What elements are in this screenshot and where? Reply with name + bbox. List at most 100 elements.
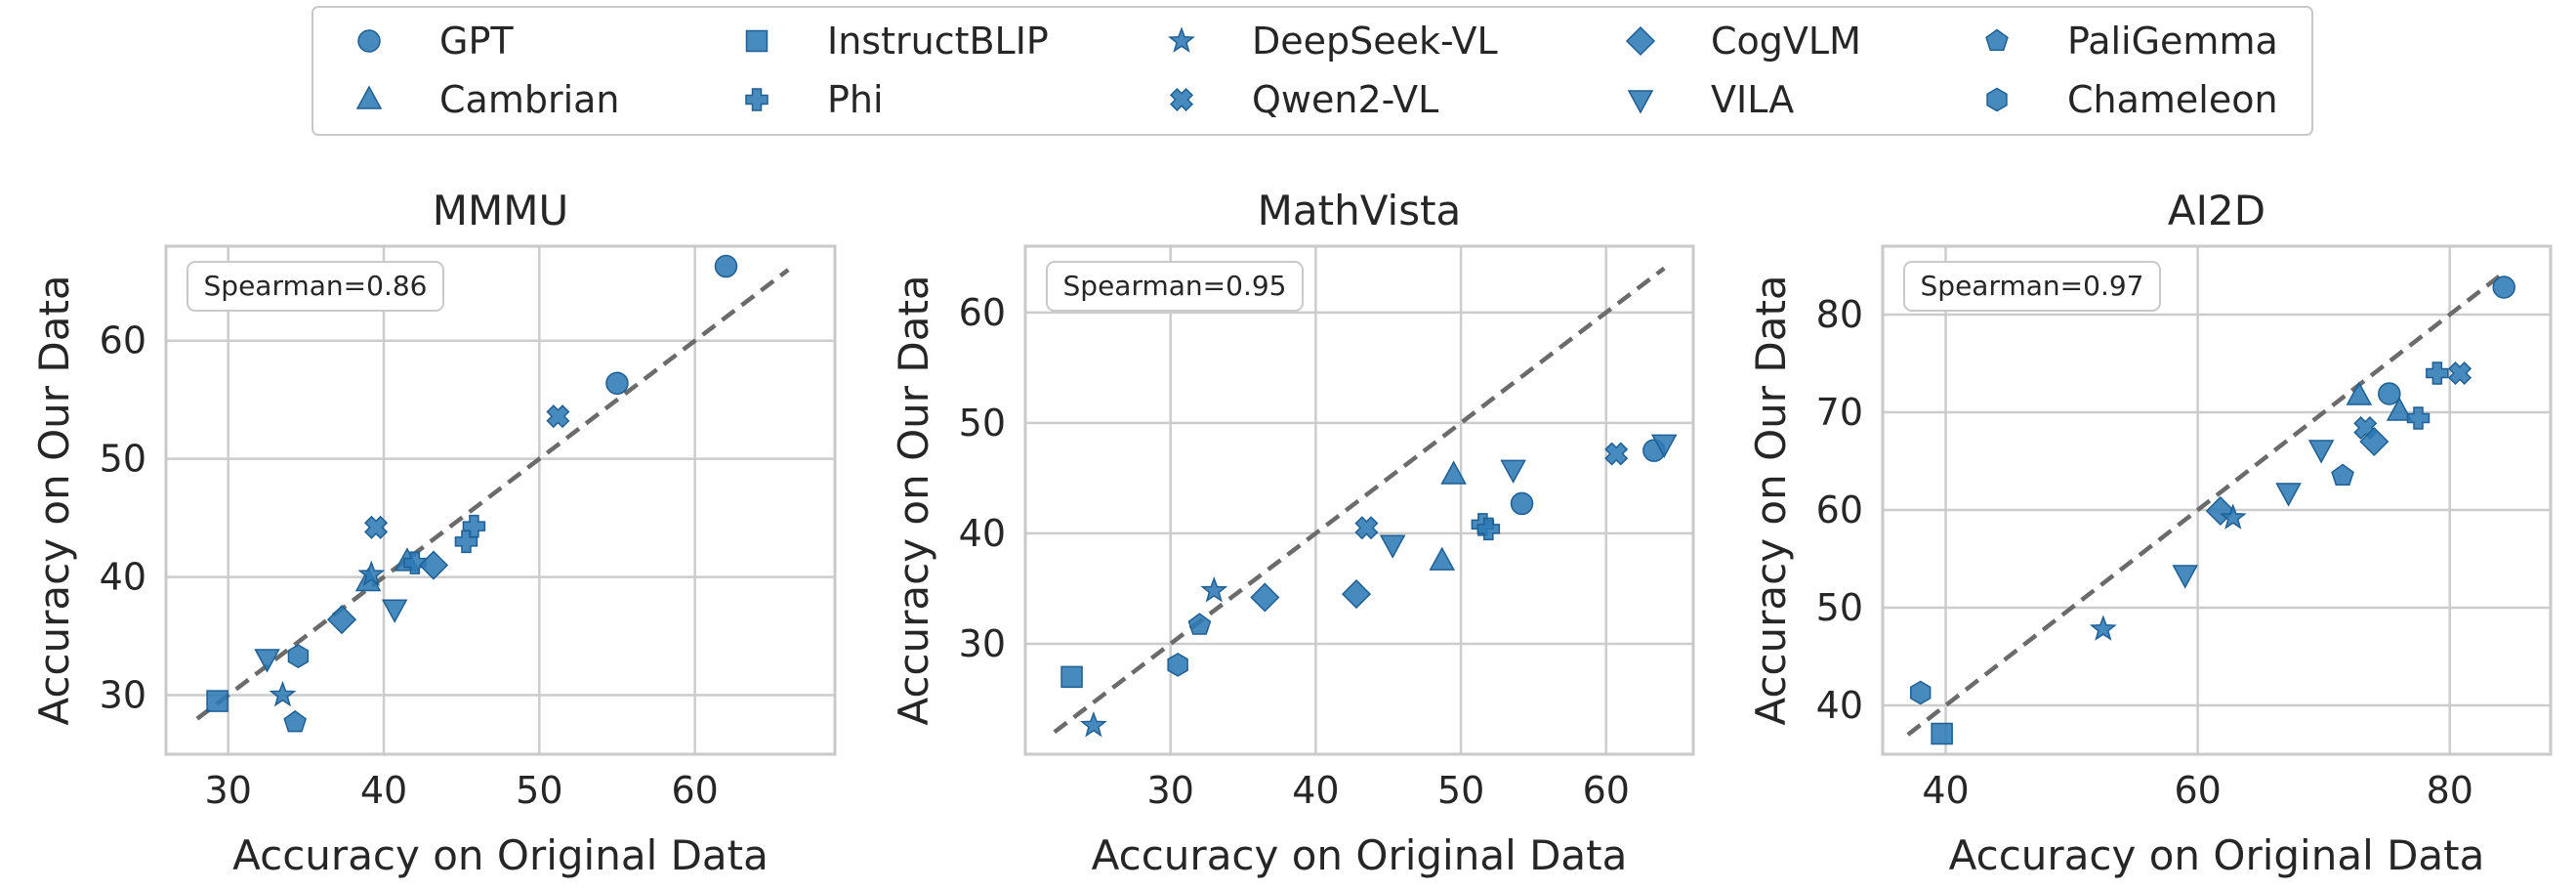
- point-qwen2-vl: [1604, 442, 1629, 466]
- point-vila: [2307, 440, 2335, 464]
- point-phi: [403, 551, 427, 574]
- x-tick-label: 80: [2427, 769, 2473, 812]
- point-gpt: [714, 254, 738, 278]
- legend-label: Chameleon: [2067, 78, 2278, 121]
- x-axis-label: Accuracy on Original Data: [1949, 831, 2485, 879]
- x-tick-label: 30: [1147, 769, 1194, 812]
- point-cogvlm: [326, 605, 357, 635]
- legend-label: DeepSeek-VL: [1252, 20, 1498, 63]
- legend-label: PaliGemma: [2067, 20, 2278, 63]
- legend-marker-star: [1168, 26, 1195, 53]
- plot-frame: [1881, 244, 2553, 756]
- y-axis-label: Accuracy on Our Data: [30, 275, 78, 725]
- legend-entry: Cambrian: [355, 78, 620, 121]
- y-tick-label: 30: [100, 674, 146, 717]
- point-cambrian: [1429, 546, 1456, 571]
- point-gpt: [605, 371, 629, 396]
- point-qwen2-vl: [1354, 516, 1379, 540]
- y-tick-label: 30: [959, 622, 1006, 665]
- point-deepseek-vl: [2219, 503, 2247, 530]
- annotation-box: [1046, 261, 1304, 312]
- legend-marker-square: [745, 29, 769, 53]
- point-cogvlm: [418, 550, 449, 580]
- x-tick-label: 30: [205, 769, 252, 812]
- point-vila: [1379, 534, 1406, 559]
- legend-label: Cambrian: [439, 78, 620, 121]
- annotation-text: Spearman=0.95: [1063, 270, 1287, 302]
- x-tick-label: 40: [1292, 769, 1339, 812]
- point-qwen2-vl: [364, 515, 389, 539]
- y-tick-label: 60: [100, 319, 146, 362]
- legend-frame: [312, 6, 2313, 136]
- legend-marker-x-filled: [1169, 87, 1194, 112]
- point-deepseek-vl: [269, 680, 297, 707]
- point-cambrian: [2346, 381, 2373, 405]
- point-paligemma: [2331, 463, 2354, 487]
- x-axis-label: Accuracy on Original Data: [232, 831, 769, 879]
- x-tick-label: 60: [671, 769, 718, 812]
- y-tick-label: 80: [1816, 293, 1863, 336]
- legend-marker-triangle-down: [1627, 90, 1654, 114]
- point-chameleon: [1167, 653, 1188, 677]
- spearman-annotation: Spearman=0.97: [1903, 261, 2161, 312]
- point-gpt: [2378, 382, 2401, 405]
- panel-1: 30 40 50 60 30 40 50 60 MMMU Accuracy on Original…: [30, 187, 837, 879]
- y-tick-label: 50: [100, 438, 146, 481]
- point-vila: [2172, 565, 2198, 589]
- legend-entry: Chameleon: [1986, 78, 2278, 121]
- y-tick-label: 40: [959, 512, 1006, 555]
- legend-entry: Phi: [745, 78, 884, 121]
- legend-label: CogVLM: [1711, 20, 1861, 63]
- point-deepseek-vl: [357, 560, 386, 587]
- point-vila: [381, 599, 408, 623]
- plot-frame: [164, 244, 837, 756]
- point-phi: [2426, 361, 2449, 385]
- x-axis-label: Accuracy on Original Data: [1092, 831, 1628, 879]
- legend-marker-hexagon: [1986, 87, 2008, 112]
- legend-marker-triangle-up: [355, 85, 383, 109]
- legend-label: InstructBLIP: [827, 20, 1049, 63]
- y-tick-label: 40: [100, 556, 146, 599]
- point-vila: [2275, 483, 2302, 507]
- point-deepseek-vl: [1079, 710, 1107, 738]
- point-cogvlm: [1250, 582, 1280, 613]
- legend: GPT InstructBLIP DeepSeek-VL CogVLM PaliGemm…: [312, 6, 2313, 136]
- diagonal-line: [1906, 274, 2502, 737]
- legend-marker-pentagon: [1985, 28, 2009, 52]
- annotation-box: [1903, 261, 2161, 312]
- y-tick-label: 70: [1816, 391, 1863, 434]
- point-chameleon: [1910, 680, 1932, 705]
- point-paligemma: [283, 709, 308, 733]
- point-cambrian: [1440, 460, 1467, 485]
- annotation-box: [187, 261, 444, 312]
- plot-frame: [1023, 244, 1695, 756]
- y-tick-label: 50: [959, 402, 1006, 445]
- x-tick-label: 60: [1583, 769, 1630, 812]
- point-phi: [1476, 517, 1501, 541]
- point-vila: [1500, 459, 1526, 484]
- point-gpt: [1510, 491, 1534, 516]
- legend-entry: VILA: [1627, 78, 1794, 121]
- point-instructblip: [206, 690, 229, 712]
- legend-label: VILA: [1711, 78, 1794, 121]
- legend-marker-plus-filled: [745, 88, 769, 111]
- legend-entry: DeepSeek-VL: [1168, 20, 1498, 63]
- point-gpt: [2492, 276, 2515, 299]
- annotation-text: Spearman=0.97: [1921, 270, 2144, 302]
- point-instructblip: [1060, 665, 1083, 689]
- x-tick-label: 40: [360, 769, 407, 812]
- diagonal-line: [1053, 266, 1666, 735]
- point-chameleon: [287, 644, 310, 668]
- point-phi: [462, 514, 486, 538]
- spearman-annotation: Spearman=0.86: [187, 261, 444, 312]
- legend-label: Qwen2-VL: [1252, 78, 1438, 121]
- panel-3: 40 60 80 40 50 60 70 80 AI2D Accuracy on Original…: [1747, 187, 2553, 879]
- point-cogvlm: [1341, 579, 1372, 610]
- x-tick-label: 60: [2174, 769, 2221, 812]
- legend-label: GPT: [439, 20, 514, 63]
- annotation-text: Spearman=0.86: [204, 270, 428, 302]
- point-paligemma: [1187, 613, 1212, 635]
- y-tick-label: 60: [1816, 488, 1863, 531]
- point-qwen2-vl: [546, 404, 570, 429]
- point-cogvlm: [2359, 426, 2389, 457]
